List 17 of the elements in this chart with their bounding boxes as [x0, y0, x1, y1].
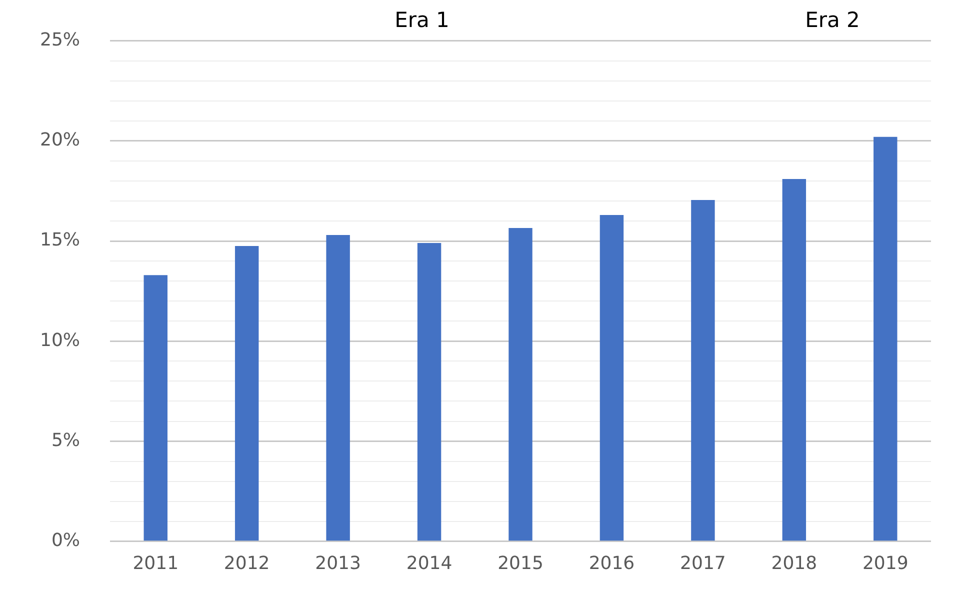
x-tick-label: 2013: [315, 552, 361, 574]
y-tick-label: 5%: [51, 430, 80, 451]
x-tick-label: 2012: [224, 552, 270, 574]
x-tick-label: 2011: [132, 552, 179, 574]
y-tick-label: 25%: [40, 29, 80, 50]
x-tick-label: 2019: [862, 552, 908, 574]
y-tick-label: 20%: [40, 130, 80, 151]
x-tick-label: 2016: [588, 552, 635, 574]
x-tick-label: 2015: [498, 552, 544, 574]
text: Era 1: [394, 8, 450, 32]
y-tick-label: 10%: [40, 330, 80, 351]
x-tick-label: 2014: [406, 552, 452, 574]
y-tick-label: 15%: [40, 230, 80, 251]
text: Era 2: [805, 8, 860, 32]
y-tick-label: 0%: [51, 530, 80, 552]
x-tick-label: 2018: [771, 552, 818, 574]
x-tick-label: 2017: [680, 552, 726, 574]
